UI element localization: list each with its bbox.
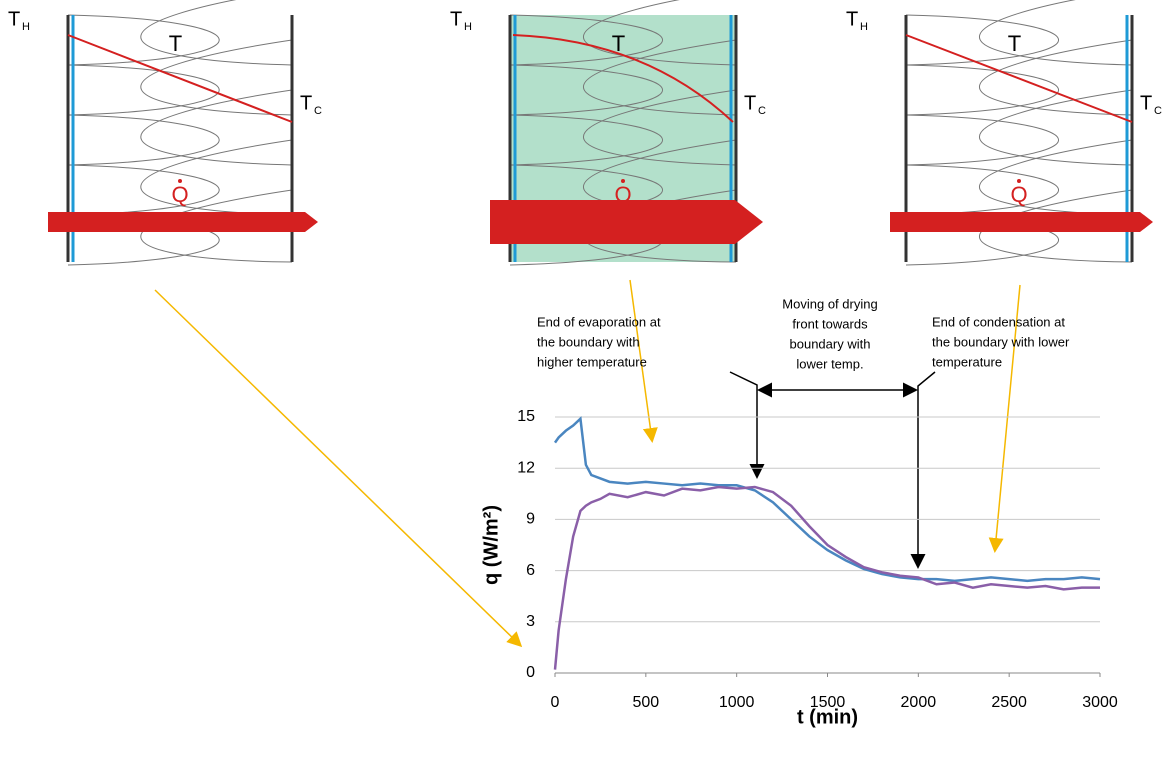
insulation-loop	[905, 64, 1060, 116]
hot-label: T	[846, 8, 858, 30]
insulation-loop	[582, 0, 737, 66]
cold-subscript: C	[314, 105, 322, 117]
y-tick-label: 12	[517, 459, 535, 476]
y-tick-label: 3	[526, 613, 535, 630]
temperature-profile	[512, 34, 734, 123]
insulation-loop	[905, 114, 1060, 166]
diagram-panel: T HTT CQ	[450, 0, 766, 266]
insulation-loop	[509, 114, 664, 166]
x-tick-label: 0	[551, 694, 560, 711]
x-tick-label: 500	[632, 694, 659, 711]
hot-label: T	[450, 8, 462, 30]
y-tick-label: 15	[517, 408, 535, 425]
insulation-loop	[67, 64, 220, 116]
cold-label: T	[1140, 92, 1152, 114]
insulation-loop	[905, 14, 1060, 66]
temperature-profile	[905, 34, 1133, 123]
diagram-panel: T HTT CQ	[8, 0, 322, 266]
y-axis-label: q (W/m²)	[480, 505, 502, 585]
annotation: Moving of drying	[782, 296, 877, 311]
heat-flow-arrow	[890, 212, 1153, 232]
annotation: temperature	[932, 354, 1002, 369]
hot-subscript: H	[860, 21, 868, 33]
data-line	[553, 485, 1100, 670]
heat-dot	[178, 179, 182, 183]
connector-arrow	[154, 289, 523, 648]
heat-dot	[1017, 179, 1021, 183]
x-tick-label: 3000	[1082, 694, 1118, 711]
insulation-loop	[67, 114, 220, 166]
cold-label: T	[300, 92, 312, 114]
insulation-loop	[140, 89, 293, 166]
heat-label: Q	[1010, 182, 1027, 207]
annotation: End of condensation at	[932, 314, 1065, 329]
annotation-arrow	[910, 371, 936, 569]
insulation-loop	[67, 164, 220, 216]
insulation-loop	[978, 189, 1133, 263]
insulation-loop	[140, 139, 293, 216]
insulation-loop	[905, 164, 1060, 216]
heat-flow-arrow	[48, 212, 318, 232]
insulation-loop	[509, 14, 664, 66]
y-tick-label: 0	[526, 664, 535, 681]
x-tick-label: 1500	[810, 694, 846, 711]
annotation-arrow	[729, 371, 765, 479]
hot-subscript: H	[464, 21, 472, 33]
insulation-loop	[140, 189, 293, 263]
diagram-panel: T HTT CQ	[846, 0, 1162, 266]
connector-arrow	[629, 279, 658, 443]
heat-label: Q	[171, 182, 188, 207]
insulation-loop	[978, 0, 1133, 66]
temperature-label: T	[169, 31, 182, 56]
y-tick-label: 9	[526, 511, 535, 528]
x-axis-label: t (min)	[797, 706, 858, 728]
temperature-label: T	[1008, 31, 1021, 56]
insulation-loop	[582, 39, 737, 116]
hot-label: T	[8, 8, 20, 30]
insulation-loop	[509, 64, 664, 116]
heat-dot	[621, 179, 625, 183]
annotation: boundary with	[790, 336, 871, 351]
temperature-label: T	[612, 31, 625, 56]
annotation: higher temperature	[537, 354, 647, 369]
y-tick-label: 6	[526, 562, 535, 579]
heat-flow-arrow	[490, 200, 763, 244]
annotation: front towards	[792, 316, 868, 331]
hot-subscript: H	[22, 21, 30, 33]
insulation-loop	[978, 139, 1133, 216]
heat-label: Q	[614, 182, 631, 207]
data-line	[553, 416, 1101, 583]
annotation: the boundary with	[537, 334, 640, 349]
x-tick-label: 2000	[901, 694, 937, 711]
insulation-loop	[140, 0, 293, 66]
cold-subscript: C	[758, 105, 766, 117]
insulation-loop	[978, 89, 1133, 166]
cold-subscript: C	[1154, 105, 1162, 117]
insulation-loop	[67, 14, 220, 66]
insulation-loop	[140, 39, 293, 116]
temperature-profile	[67, 34, 293, 123]
annotation: the boundary with lower	[932, 334, 1070, 349]
annotation: End of evaporation at	[537, 314, 661, 329]
insulation-loop	[978, 39, 1133, 116]
x-tick-label: 2500	[991, 694, 1027, 711]
annotation: lower temp.	[796, 356, 863, 371]
insulation-loop	[582, 89, 737, 166]
x-tick-label: 1000	[719, 694, 755, 711]
cold-label: T	[744, 92, 756, 114]
